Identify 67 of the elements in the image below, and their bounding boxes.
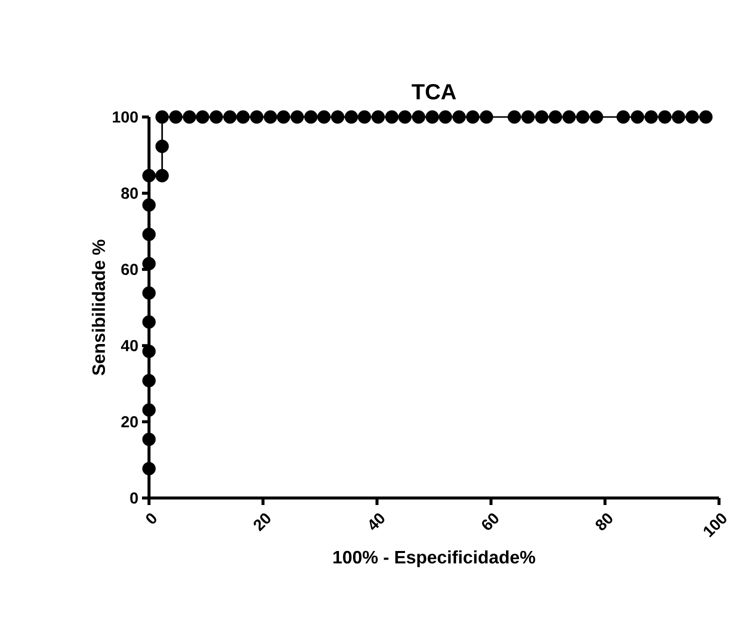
point [155, 140, 169, 154]
x-axis-title: 100% - Especificidade% [333, 550, 536, 568]
y-tick-label: 60 [121, 264, 138, 276]
point [630, 110, 644, 124]
x-tick-label: 100 [704, 513, 726, 538]
point [385, 110, 399, 124]
y-axis-title: Sensibilidade % [92, 240, 106, 376]
x-tick-label: 60 [482, 513, 498, 530]
point [142, 432, 156, 446]
point [466, 110, 480, 124]
point [155, 110, 169, 124]
point [169, 110, 182, 124]
point [590, 110, 604, 124]
point [644, 110, 658, 124]
point [452, 110, 466, 124]
point [576, 110, 590, 124]
point [480, 110, 494, 124]
point [330, 110, 344, 124]
point [250, 110, 264, 124]
y-tick-label: 100 [112, 111, 138, 123]
point [658, 110, 672, 124]
point [142, 256, 156, 270]
point [142, 286, 156, 300]
point [142, 403, 156, 417]
point [426, 110, 439, 124]
point [142, 168, 156, 182]
y-tick-label: 0 [130, 492, 138, 504]
point [304, 110, 318, 124]
x-tick-label: 80 [596, 513, 612, 530]
point [398, 110, 412, 124]
x-tick-label: 0 [146, 513, 156, 524]
point [508, 110, 522, 124]
point [548, 110, 562, 124]
point [142, 462, 156, 476]
point [699, 110, 713, 124]
point [210, 110, 223, 124]
point [412, 110, 426, 124]
point [236, 110, 250, 124]
point [317, 110, 331, 124]
y-tick-label: 80 [121, 188, 138, 199]
point [358, 110, 372, 124]
y-tick-label: 40 [120, 340, 138, 352]
x-tick-label: 20 [254, 513, 270, 532]
point [223, 110, 237, 124]
point [142, 374, 156, 388]
point [535, 110, 548, 124]
point [276, 110, 290, 124]
point [182, 110, 196, 124]
point [521, 110, 535, 124]
point [142, 198, 156, 212]
point [686, 110, 699, 124]
y-tick-label: 20 [121, 416, 138, 428]
point [142, 315, 156, 329]
point [196, 110, 210, 124]
point [344, 110, 358, 124]
point [290, 110, 304, 124]
point [155, 168, 169, 182]
point [264, 110, 278, 124]
point [371, 110, 385, 124]
x-tick-label: 40 [369, 513, 384, 530]
point [142, 228, 156, 242]
point [438, 110, 452, 124]
point [142, 344, 156, 358]
point [672, 110, 686, 124]
point [616, 110, 630, 124]
chart-title: TCA [412, 84, 456, 100]
point [562, 110, 576, 124]
